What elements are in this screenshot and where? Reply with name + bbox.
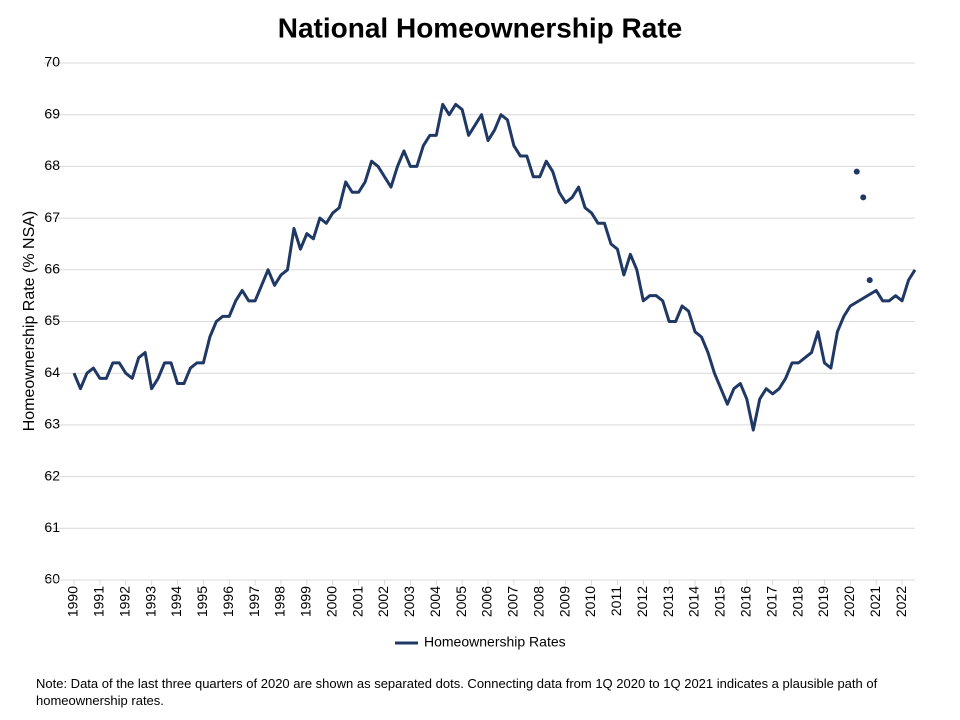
x-tick-label: 2013 — [660, 586, 676, 617]
legend-label: Homeownership Rates — [424, 634, 566, 650]
x-tick-label: 2020 — [841, 586, 857, 617]
y-tick-label: 68 — [44, 157, 60, 173]
x-tick-label: 1993 — [142, 586, 158, 617]
separated-point — [866, 277, 873, 284]
x-tick-label: 2005 — [453, 586, 469, 617]
x-tick-label: 2001 — [349, 586, 365, 617]
x-tick-label: 1995 — [194, 586, 210, 617]
y-tick-label: 67 — [44, 209, 60, 225]
x-tick-label: 2018 — [789, 586, 805, 617]
y-tick-label: 66 — [44, 261, 60, 277]
x-tick-label: 2016 — [738, 586, 754, 617]
y-tick-label: 63 — [44, 416, 60, 432]
series-line — [72, 102, 917, 432]
x-tick-label: 2004 — [427, 586, 443, 617]
separated-point — [853, 168, 860, 175]
x-tick-label: 2012 — [634, 586, 650, 617]
x-tick-label: 2011 — [608, 586, 624, 616]
x-tick-label: 1992 — [116, 586, 132, 617]
x-tick-label: 2002 — [375, 586, 391, 617]
x-tick-label: 2015 — [712, 586, 728, 617]
x-tick-label: 1998 — [272, 586, 288, 617]
chart-title: National Homeownership Rate — [278, 12, 683, 43]
x-tick-label: 2008 — [530, 586, 546, 617]
y-tick-label: 65 — [44, 312, 60, 328]
x-tick-label: 2014 — [686, 586, 702, 617]
x-tick-label: 1990 — [65, 586, 81, 617]
x-tick-label: 2007 — [505, 586, 521, 617]
y-tick-label: 60 — [44, 571, 60, 587]
chart: National Homeownership Rate Homeownershi… — [21, 12, 917, 650]
x-tick-label: 2010 — [582, 586, 598, 617]
y-tick-label: 62 — [44, 467, 60, 483]
x-tick-label: 1999 — [298, 586, 314, 617]
x-tick-label: 2022 — [893, 586, 909, 617]
x-tick-label: 2003 — [401, 586, 417, 617]
x-tick-label: 1996 — [220, 586, 236, 617]
x-tick-label: 2006 — [479, 586, 495, 617]
x-tick-label: 1991 — [91, 586, 107, 617]
note: Note: Data of the last three quarters of… — [36, 676, 878, 708]
x-tick-label: 1994 — [168, 586, 184, 617]
x-tick-label: 2000 — [323, 586, 339, 617]
x-tick-label: 2009 — [556, 586, 572, 617]
y-axis-label: Homeownership Rate (% NSA) — [21, 211, 38, 432]
y-tick-label: 70 — [44, 54, 60, 70]
y-tick-label: 64 — [44, 364, 60, 380]
y-tick-label: 61 — [44, 519, 60, 535]
separated-point — [860, 194, 867, 201]
x-tick-label: 2019 — [815, 586, 831, 617]
x-tick-label: 2017 — [763, 586, 779, 617]
x-tick-label: 1997 — [246, 586, 262, 617]
y-tick-label: 69 — [44, 105, 60, 121]
x-tick-label: 2021 — [867, 586, 883, 617]
